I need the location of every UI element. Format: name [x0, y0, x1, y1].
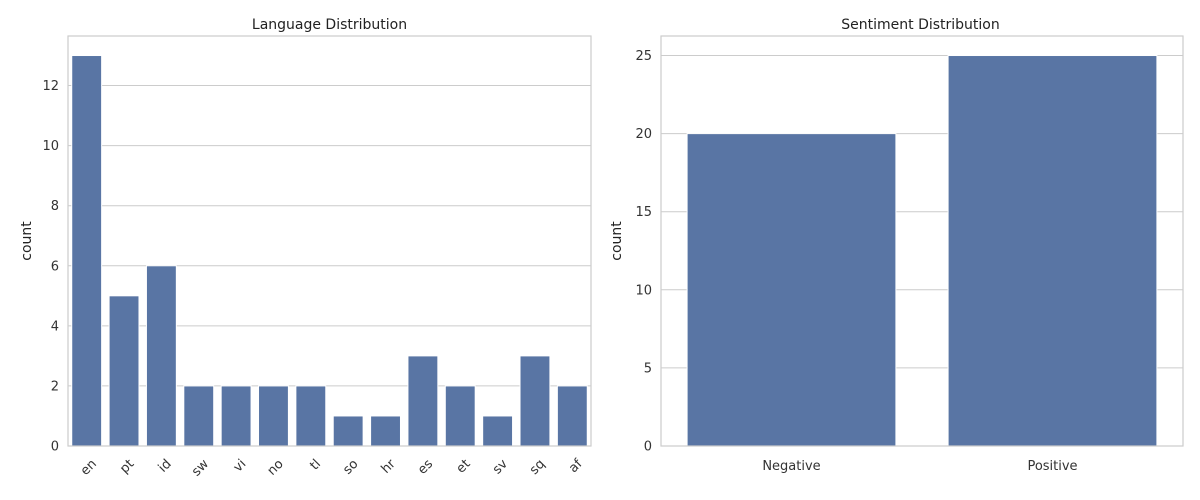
x-tick-label: sv: [490, 456, 511, 477]
bars: [686, 55, 1158, 447]
x-tick-label: so: [340, 457, 361, 478]
bar-pt: [108, 295, 140, 447]
bar-hr: [370, 415, 401, 447]
plot-frame: [660, 35, 1184, 447]
y-tick-label: 8: [51, 199, 59, 214]
bar-Negative: [686, 133, 897, 447]
y-tick-label: 2: [51, 379, 59, 394]
x-tick-labels: en pt id sw vi no tl so hr es et sv sq af: [78, 456, 586, 479]
bar-sq: [519, 355, 551, 447]
y-tick-label: 12: [42, 79, 59, 94]
y-tick-label: 20: [635, 127, 652, 142]
x-tick-label: et: [454, 457, 474, 477]
language-distribution-chart: Language Distribution count 0 2 4 6 8 10 12 en…: [19, 17, 592, 480]
x-tick-label: id: [156, 457, 175, 476]
bar-af: [556, 385, 588, 447]
x-tick-label: Negative: [762, 459, 820, 474]
bar-sw: [183, 385, 215, 447]
x-tick-label: sw: [189, 456, 212, 479]
x-tick-label: es: [415, 457, 436, 478]
x-tick-labels: Negative Positive: [762, 459, 1077, 474]
x-tick-label: tl: [307, 457, 324, 474]
y-tick-label: 5: [644, 361, 652, 376]
y-axis-label: count: [19, 221, 35, 261]
y-tick-label: 0: [644, 440, 652, 455]
bar-no: [258, 385, 289, 447]
x-tick-label: hr: [379, 456, 400, 477]
x-tick-label: en: [78, 457, 100, 479]
bar-tl: [295, 385, 327, 447]
x-tick-label: no: [265, 457, 287, 479]
bar-so: [332, 415, 364, 447]
y-tick-label: 25: [635, 49, 652, 64]
bar-id: [145, 265, 177, 447]
x-tick-label: Positive: [1027, 459, 1077, 474]
bar-vi: [220, 385, 252, 447]
bar-sv: [482, 415, 514, 447]
x-tick-label: sq: [527, 457, 548, 478]
y-tick-labels: 0 5 10 15 20 25: [635, 49, 652, 454]
x-tick-label: pt: [117, 457, 137, 477]
y-tick-label: 10: [635, 283, 652, 298]
plot-frame: [67, 35, 592, 447]
bar-Positive: [947, 55, 1158, 447]
y-tick-labels: 0 2 4 6 8 10 12: [42, 79, 59, 454]
chart-title: Sentiment Distribution: [841, 17, 1000, 33]
x-tick-label: vi: [231, 457, 250, 476]
bar-et: [444, 385, 476, 447]
y-axis-label: count: [609, 221, 625, 261]
y-tick-label: 10: [42, 139, 59, 154]
y-tick-label: 6: [51, 259, 59, 274]
y-tick-label: 0: [51, 440, 59, 455]
chart-title: Language Distribution: [252, 17, 407, 33]
bar-en: [71, 55, 103, 447]
bar-es: [407, 355, 439, 447]
bars: [71, 55, 588, 447]
x-tick-label: af: [566, 456, 586, 476]
y-tick-label: 15: [635, 205, 652, 220]
y-tick-label: 4: [51, 319, 59, 334]
sentiment-distribution-chart: Sentiment Distribution count 0510152025 …: [609, 17, 1184, 474]
